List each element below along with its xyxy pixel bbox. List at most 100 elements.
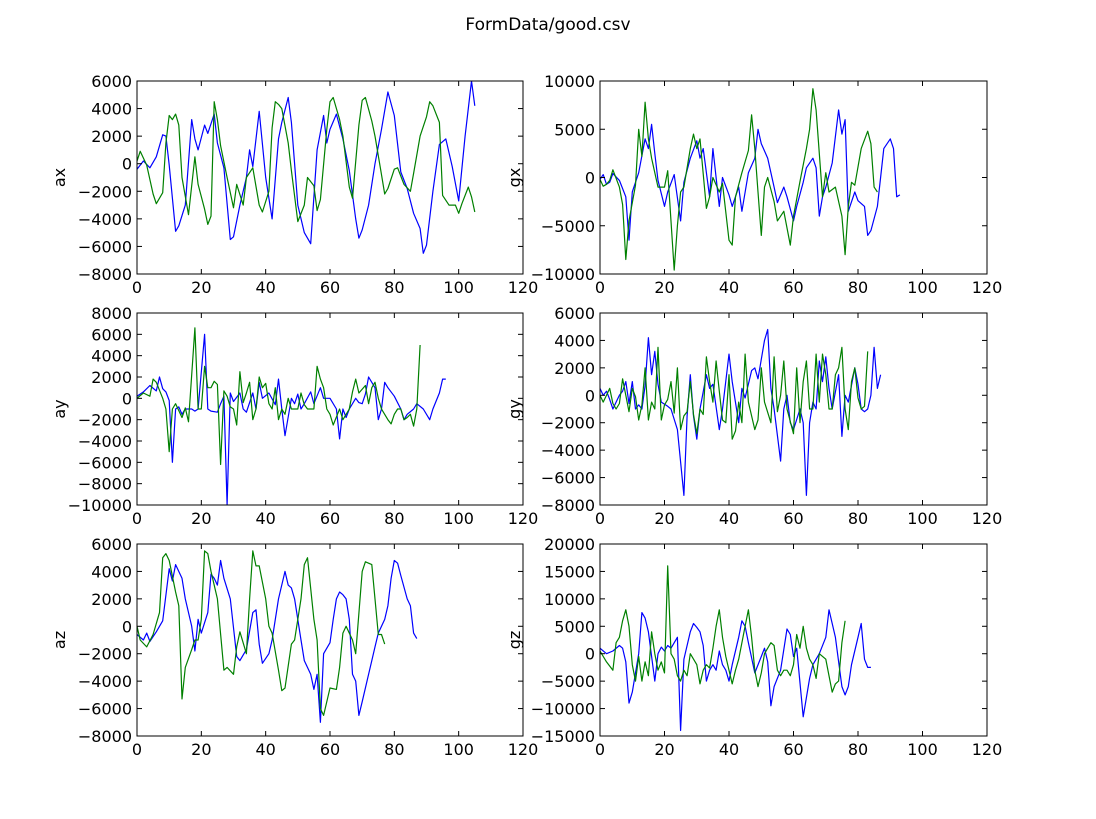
az-ytick-label: 4000 — [91, 562, 132, 581]
ax-ytick-label: −6000 — [78, 237, 132, 256]
gy-xtick-label: 120 — [972, 509, 1003, 528]
az-ytick-label: −8000 — [78, 727, 132, 746]
gx-series-blue — [600, 109, 901, 241]
gz-xtick-label: 100 — [907, 740, 938, 759]
gy-ytick-label: −8000 — [541, 496, 595, 515]
ax-xtick-label: 0 — [132, 278, 142, 297]
gx-xtick-label: 20 — [654, 278, 674, 297]
subplot-gy: 0 20 40 60 80 100 120−8000−6000−4000−200002000… — [505, 304, 1002, 528]
ay-ytick-label: −10000 — [68, 496, 132, 515]
gy-ytick-label: 0 — [585, 386, 595, 405]
ax-xtick-label: 20 — [191, 278, 211, 297]
gx-ylabel: gx — [505, 168, 524, 188]
ax-ytick-label: −8000 — [78, 265, 132, 284]
gy-ytick-label: −6000 — [541, 469, 595, 488]
gz-ytick-label: 10000 — [544, 590, 595, 609]
ay-ytick-label: 6000 — [91, 325, 132, 344]
gy-axes-frame — [599, 312, 988, 506]
gz-xtick-label: 40 — [719, 740, 739, 759]
ay-ytick-label: −8000 — [78, 475, 132, 494]
az-series-blue — [137, 559, 418, 723]
gz-xtick-label: 0 — [595, 740, 605, 759]
gy-xtick-label: 100 — [907, 509, 938, 528]
ay-xtick-label: 120 — [508, 509, 539, 528]
gx-xtick-label: 60 — [783, 278, 803, 297]
ay-ytick-label: −4000 — [78, 432, 132, 451]
ax-series-blue — [137, 81, 476, 254]
az-xtick-label: 0 — [132, 740, 142, 759]
gz-series-green — [600, 565, 846, 693]
ay-ytick-label: −2000 — [78, 411, 132, 430]
ay-xtick-label: 20 — [191, 509, 211, 528]
gz-ytick-label: 0 — [585, 645, 595, 664]
ay-ylabel: ay — [50, 399, 69, 418]
gx-ytick-label: 10000 — [544, 72, 595, 91]
ax-xtick-label: 80 — [384, 278, 404, 297]
az-xtick-label: 40 — [255, 740, 275, 759]
gx-xtick-label: 40 — [719, 278, 739, 297]
az-xtick-label: 20 — [191, 740, 211, 759]
gy-xtick-label: 80 — [848, 509, 868, 528]
ax-ytick-label: 4000 — [91, 100, 132, 119]
ay-xtick-label: 80 — [384, 509, 404, 528]
az-series-green — [137, 550, 386, 716]
az-xtick-label: 120 — [508, 740, 539, 759]
gx-ytick-label: −5000 — [541, 217, 595, 236]
gx-xtick-label: 100 — [907, 278, 938, 297]
gz-ytick-label: −15000 — [531, 727, 595, 746]
gz-xtick-label: 120 — [972, 740, 1003, 759]
subplot-ax: 0 20 40 60 80 100 120 −8000 −6000 −4000 −2000 0 2000… — [50, 72, 538, 297]
gy-ytick-label: −2000 — [541, 414, 595, 433]
gx-xtick-label: 120 — [972, 278, 1003, 297]
gz-xtick-label: 20 — [654, 740, 674, 759]
ax-ytick-label: −4000 — [78, 210, 132, 229]
subplot-gz: 0 20 40 60 80 100 120−15000−10000−500005000100… — [505, 535, 1002, 759]
subplot-az: 0 20 40 60 80 100 120 −8000 −6000 −4000 −2000 0 2000… — [50, 535, 538, 759]
az-ytick-label: −2000 — [78, 645, 132, 664]
gz-axes-frame — [599, 543, 988, 737]
gy-ytick-label: 4000 — [554, 331, 595, 350]
az-ytick-label: −6000 — [78, 700, 132, 719]
gy-xtick-label: 20 — [654, 509, 674, 528]
gz-series-blue — [600, 609, 871, 732]
gx-ytick-label: 0 — [585, 169, 595, 188]
ax-ytick-label: −2000 — [78, 182, 132, 201]
ay-xtick-label: 100 — [443, 509, 474, 528]
ax-series-green — [137, 96, 476, 225]
ay-ytick-label: 0 — [122, 389, 132, 408]
ax-xtick-label: 60 — [320, 278, 340, 297]
ay-series-blue — [137, 333, 446, 505]
gx-series-green — [600, 88, 878, 271]
ax-axes-frame — [136, 80, 524, 275]
gy-xtick-label: 0 — [595, 509, 605, 528]
gy-ytick-label: 6000 — [554, 304, 595, 323]
ay-xtick-label: 60 — [320, 509, 340, 528]
az-xtick-label: 60 — [320, 740, 340, 759]
gy-xtick-label: 60 — [783, 509, 803, 528]
ay-xtick-label: 40 — [255, 509, 275, 528]
gy-ylabel: gy — [505, 399, 524, 419]
ay-series-green — [137, 327, 421, 466]
figure-title: FormData/good.csv — [465, 15, 630, 35]
gx-xtick-label: 80 — [848, 278, 868, 297]
gy-ytick-label: 2000 — [554, 359, 595, 378]
ay-ytick-label: 4000 — [91, 347, 132, 366]
gx-ytick-label: −10000 — [531, 265, 595, 284]
az-ylabel: az — [50, 631, 69, 649]
az-ytick-label: −4000 — [78, 672, 132, 691]
az-ytick-label: 0 — [122, 617, 132, 636]
ay-xtick-label: 0 — [132, 509, 142, 528]
gy-series-green — [600, 346, 869, 440]
az-xtick-label: 80 — [384, 740, 404, 759]
gz-ytick-label: 5000 — [554, 617, 595, 636]
gz-xtick-label: 60 — [783, 740, 803, 759]
gy-ytick-label: −4000 — [541, 441, 595, 460]
ay-ytick-label: 2000 — [91, 368, 132, 387]
ax-xtick-label: 120 — [508, 278, 539, 297]
gx-xtick-label: 0 — [595, 278, 605, 297]
gz-ytick-label: −10000 — [531, 700, 595, 719]
az-ytick-label: 2000 — [91, 590, 132, 609]
subplot-ay: 0 20 40 60 80 100 120 −10000 −8000 −6000 −4000 −200… — [50, 304, 538, 528]
